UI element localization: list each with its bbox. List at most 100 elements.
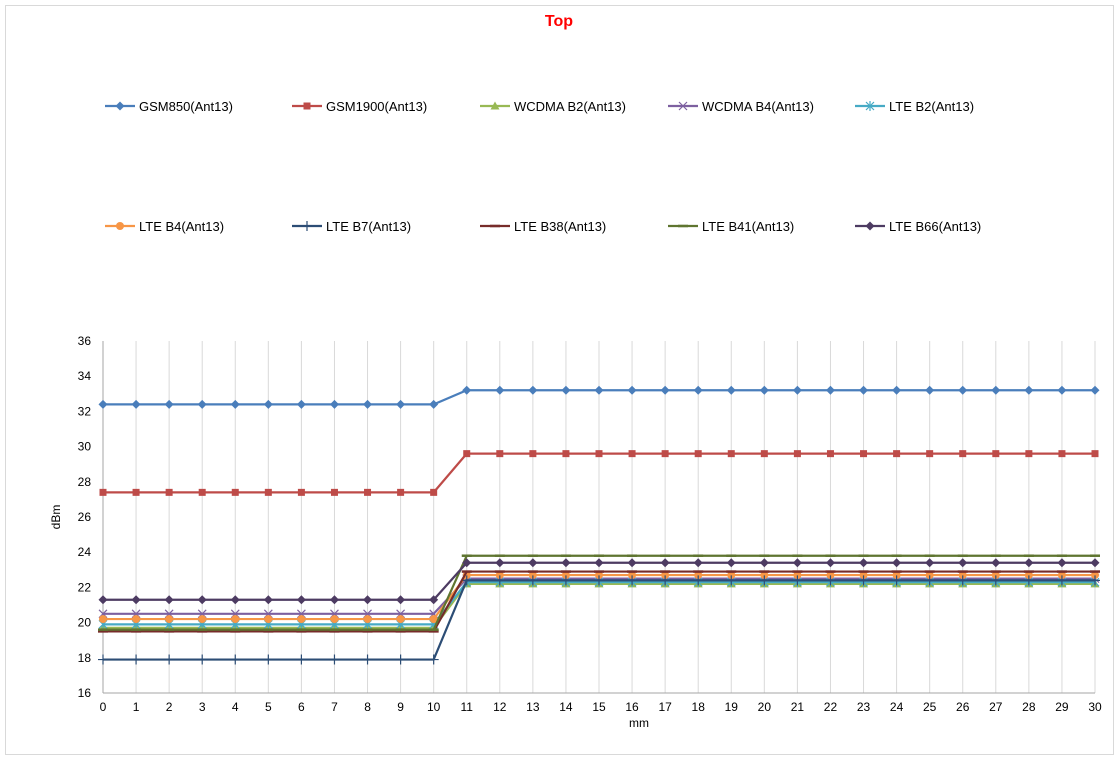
- legend-label: LTE B38(Ant13): [514, 219, 606, 234]
- data-point: [561, 558, 571, 568]
- data-point: [865, 101, 875, 111]
- data-point: [197, 654, 208, 665]
- x-tick-label: 24: [890, 700, 904, 714]
- data-point: [958, 571, 967, 580]
- x-tick-label: 30: [1088, 700, 1102, 714]
- data-point: [1090, 385, 1100, 395]
- legend-item: LTE B66(Ant13): [855, 219, 981, 234]
- x-tick-label: 28: [1022, 700, 1036, 714]
- data-point: [1090, 575, 1100, 586]
- legend: GSM850(Ant13) GSM1900(Ant13) WCDMA B2(Ant1…: [105, 99, 981, 234]
- data-point: [925, 385, 935, 395]
- data-point: [825, 558, 835, 568]
- y-tick-label: 34: [78, 369, 92, 383]
- data-point: [1024, 558, 1034, 568]
- data-point: [759, 575, 770, 586]
- legend-item: LTE B41(Ant13): [668, 219, 794, 234]
- data-point: [693, 558, 703, 568]
- series-lte-b38-ant13-: [98, 570, 1100, 633]
- y-tick-label: 28: [78, 475, 92, 489]
- data-point: [98, 399, 108, 409]
- data-point: [594, 575, 604, 586]
- x-tick-label: 17: [658, 700, 672, 714]
- data-point: [198, 615, 207, 624]
- data-point: [461, 575, 472, 586]
- data-point: [893, 450, 901, 458]
- data-point: [303, 102, 311, 110]
- series-gsm1900-ant13-: [99, 450, 1099, 496]
- data-point: [694, 571, 703, 580]
- data-point: [495, 558, 505, 568]
- data-point: [924, 575, 935, 586]
- x-tick-label: 7: [331, 700, 338, 714]
- x-tick-label: 1: [133, 700, 140, 714]
- x-tick-label: 11: [460, 700, 473, 714]
- data-point: [429, 399, 439, 409]
- data-point: [661, 571, 670, 580]
- x-tick-label: 15: [592, 700, 606, 714]
- x-tick-label: 6: [298, 700, 305, 714]
- legend-label: LTE B4(Ant13): [139, 219, 224, 234]
- data-point: [865, 221, 875, 231]
- x-tick-label: 26: [956, 700, 970, 714]
- data-point: [990, 575, 1001, 586]
- data-point: [132, 488, 140, 496]
- data-point: [296, 399, 306, 409]
- data-point: [363, 399, 373, 409]
- data-point: [529, 450, 537, 458]
- data-point: [925, 558, 935, 568]
- data-point: [494, 575, 505, 586]
- data-point: [231, 488, 239, 496]
- data-point: [296, 595, 306, 605]
- x-tick-label: 25: [923, 700, 937, 714]
- data-point: [792, 385, 802, 395]
- data-point: [116, 222, 124, 230]
- data-point: [661, 450, 669, 458]
- data-point: [230, 654, 241, 665]
- data-point: [562, 450, 570, 458]
- data-point: [760, 571, 769, 580]
- legend-item: WCDMA B4(Ant13): [668, 99, 814, 114]
- data-point: [165, 488, 173, 496]
- data-point: [693, 385, 703, 395]
- data-point: [263, 654, 274, 665]
- data-point: [1024, 385, 1034, 395]
- data-point: [561, 385, 571, 395]
- y-tick-label: 16: [78, 686, 92, 700]
- legend-label: GSM850(Ant13): [139, 99, 233, 114]
- data-point: [992, 450, 1000, 458]
- data-point: [1057, 571, 1066, 580]
- data-point: [197, 399, 207, 409]
- data-point: [528, 571, 537, 580]
- data-point: [759, 385, 769, 395]
- data-point: [1023, 575, 1034, 586]
- data-point: [727, 450, 735, 458]
- x-tick-label: 2: [166, 700, 173, 714]
- data-point: [678, 101, 688, 111]
- legend-label: WCDMA B4(Ant13): [702, 99, 814, 114]
- data-point: [1056, 575, 1067, 586]
- data-point: [395, 654, 406, 665]
- x-tick-label: 3: [199, 700, 206, 714]
- data-point: [957, 575, 968, 586]
- data-point: [958, 385, 968, 395]
- data-point: [561, 571, 570, 580]
- data-point: [925, 571, 934, 580]
- data-point: [132, 615, 141, 624]
- chart-title: Top: [544, 13, 574, 30]
- data-point: [264, 615, 273, 624]
- data-point: [793, 450, 801, 458]
- legend-label: GSM1900(Ant13): [326, 99, 427, 114]
- legend-label: LTE B2(Ant13): [889, 99, 974, 114]
- data-point: [99, 488, 107, 496]
- data-point: [364, 488, 372, 496]
- data-point: [296, 654, 307, 665]
- legend-item: GSM1900(Ant13): [292, 99, 427, 114]
- data-point: [496, 450, 504, 458]
- legend-item: LTE B2(Ant13): [855, 99, 974, 114]
- legend-item: GSM850(Ant13): [105, 99, 233, 114]
- data-point: [594, 385, 604, 395]
- data-point: [825, 385, 835, 395]
- x-tick-label: 4: [232, 700, 239, 714]
